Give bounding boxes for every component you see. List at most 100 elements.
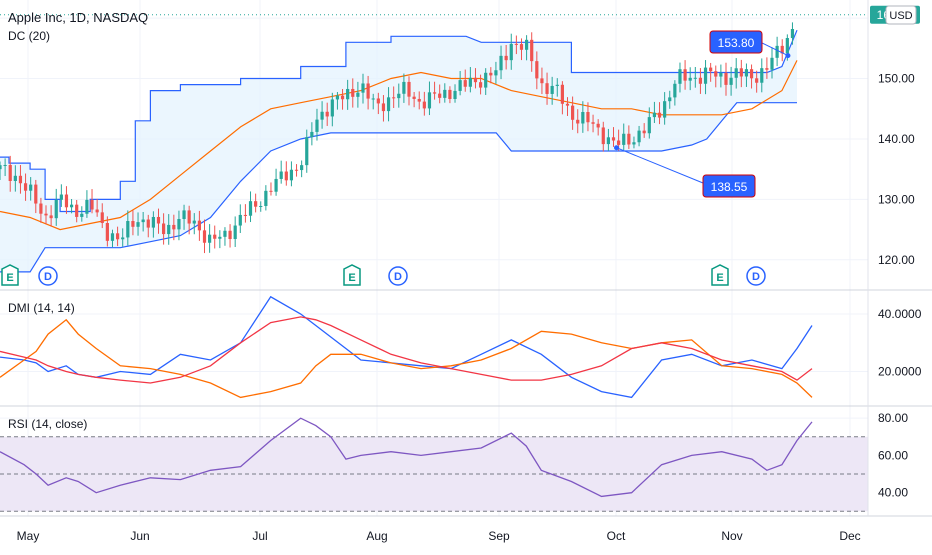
candle-body[interactable] [724,72,728,85]
candle-body[interactable] [18,175,23,184]
candle-body[interactable] [586,112,590,123]
candle-body[interactable] [749,69,754,79]
adx-line[interactable] [0,316,813,384]
dividend-event-icon[interactable] [746,266,766,286]
candle-body[interactable] [29,184,33,191]
candle-body[interactable] [509,43,513,61]
candle-body[interactable] [213,234,217,239]
candle-body[interactable] [8,164,12,181]
candle-body[interactable] [223,230,227,237]
candle-body[interactable] [284,171,288,181]
candle-body[interactable] [499,55,503,71]
donchian-lower-line[interactable] [0,102,797,273]
candle-body[interactable] [202,230,207,243]
currency-button[interactable] [885,5,917,25]
candle-body[interactable] [356,92,360,97]
candle-body[interactable] [386,97,391,112]
candle-body[interactable] [13,175,17,181]
candle-body[interactable] [381,103,386,112]
candle-body[interactable] [560,84,564,104]
candle-body[interactable] [3,164,7,166]
candle-body[interactable] [366,83,370,99]
candle-body[interactable] [243,214,248,216]
candle-body[interactable] [443,89,447,98]
candle-body[interactable] [208,234,212,243]
candle-body[interactable] [279,171,283,179]
candle-body[interactable] [254,201,258,207]
candle-body[interactable] [121,237,125,240]
candle-body[interactable] [34,184,38,204]
candle-body[interactable] [264,190,268,206]
candle-body[interactable] [438,93,442,98]
dmi-plus-line[interactable] [0,295,813,399]
candle-body[interactable] [468,77,472,87]
candle-body[interactable] [0,165,2,170]
candle-body[interactable] [617,140,621,145]
candle-body[interactable] [632,142,636,145]
candle-body[interactable] [136,222,140,227]
donchian-basis-line[interactable] [0,60,798,231]
candle-body[interactable] [422,101,426,109]
candle-body[interactable] [105,223,109,241]
candle-body[interactable] [248,201,253,216]
candle-body[interactable] [182,210,186,220]
candle-body[interactable] [703,67,708,84]
candle-body[interactable] [458,80,462,91]
candle-body[interactable] [335,95,340,100]
candle-body[interactable] [637,130,641,143]
candle-body[interactable] [484,72,488,88]
candle-body[interactable] [141,219,145,223]
price-pane[interactable]: 153.80 138.55 E D E D E D [0,14,868,286]
candle-body[interactable] [412,96,416,99]
candle-body[interactable] [432,92,437,94]
candle-body[interactable] [69,204,74,208]
callout-high-box[interactable] [709,30,763,54]
earnings-event-icon[interactable] [711,264,729,286]
candle-body[interactable] [729,77,733,85]
candle-body[interactable] [765,68,769,70]
candle-body[interactable] [269,190,273,192]
candle-body[interactable] [110,233,115,241]
candle-body[interactable] [448,89,452,99]
candle-body[interactable] [565,103,570,106]
candle-body[interactable] [376,98,380,104]
candle-body[interactable] [535,61,539,79]
candle-body[interactable] [126,221,130,238]
candle-body[interactable] [172,224,176,230]
candle-body[interactable] [581,112,585,124]
candle-body[interactable] [402,81,406,94]
candle-body[interactable] [453,90,457,99]
rsi-line[interactable] [0,417,813,498]
candle-body[interactable] [131,221,135,227]
candle-body[interactable] [519,44,524,50]
callout-low-box[interactable] [702,174,756,198]
candle-body[interactable] [668,97,672,102]
candle-body[interactable] [489,72,493,76]
dmi-minus-line[interactable] [0,318,813,399]
candle-body[interactable] [90,199,94,210]
candle-body[interactable] [683,69,687,81]
dividend-event-icon[interactable] [38,266,58,286]
candle-body[interactable] [627,133,631,145]
candle-body[interactable] [760,68,764,83]
candle-body[interactable] [601,127,605,145]
candle-body[interactable] [698,77,703,84]
candle-body[interactable] [151,216,155,228]
candle-body[interactable] [115,233,120,240]
candle-body[interactable] [167,224,171,235]
candle-body[interactable] [361,83,365,93]
candle-body[interactable] [218,236,222,239]
candle-body[interactable] [85,199,89,214]
candle-body[interactable] [755,78,759,83]
candle-body[interactable] [310,131,314,138]
candle-body[interactable] [305,137,309,166]
candle-body[interactable] [576,119,580,124]
candle-body[interactable] [555,84,559,86]
candle-body[interactable] [744,69,749,77]
candle-body[interactable] [540,78,544,84]
candle-body[interactable] [80,213,84,217]
candle-body[interactable] [663,101,667,118]
candle-body[interactable] [54,199,58,219]
rsi-pane[interactable] [0,417,868,512]
candle-body[interactable] [23,183,28,191]
